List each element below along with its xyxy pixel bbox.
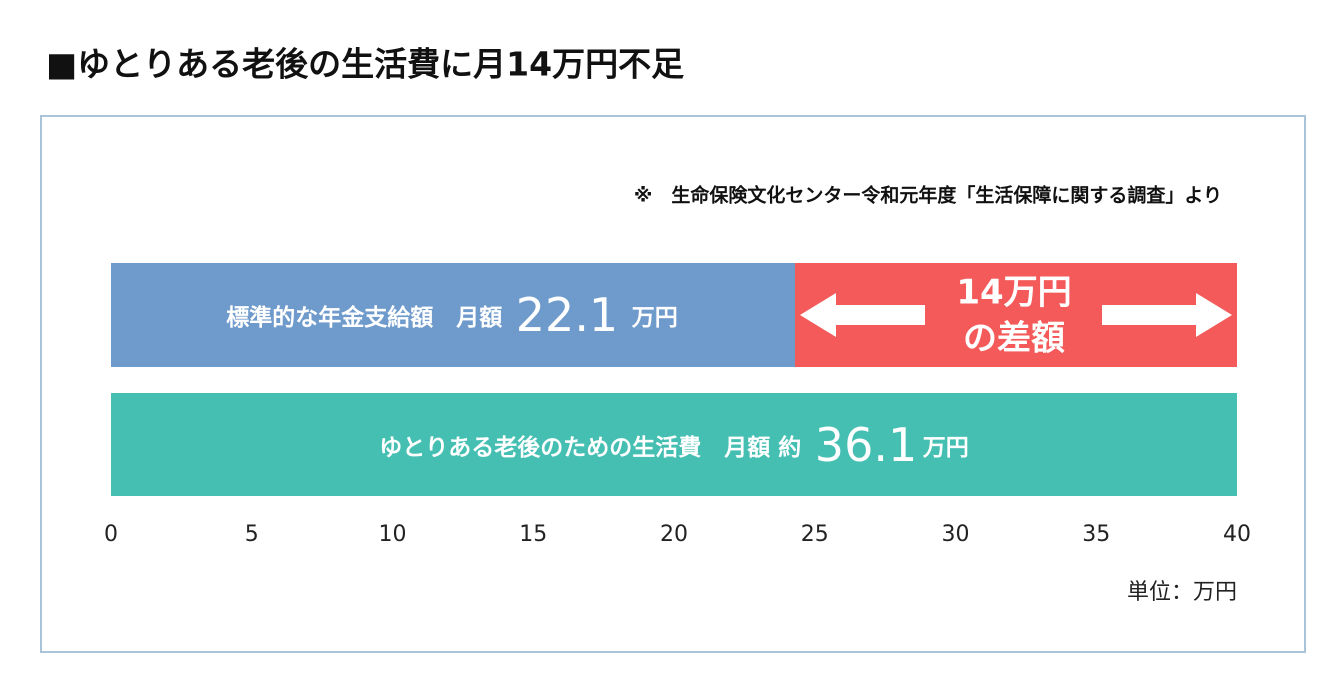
tick-label: 0 [104, 522, 118, 547]
gap-line2: の差額 [963, 319, 1065, 359]
tick-label: 20 [660, 522, 688, 547]
right-arrow [1102, 293, 1232, 337]
title: ■ゆとりある老後の生活費に月14万円不足 [46, 45, 684, 84]
living-label: ゆとりある老後のための生活費 月額 約 [379, 434, 801, 461]
living-value: 36.1 [815, 418, 917, 472]
pension-bar [111, 263, 795, 367]
left-arrow [800, 293, 925, 337]
tick-label: 15 [519, 522, 547, 547]
frame [40, 115, 1306, 653]
tick-label: 5 [245, 522, 259, 547]
axis-ticks: 0 5 10 15 20 25 30 35 40 [104, 522, 1251, 547]
tick-label: 30 [942, 522, 970, 547]
living-unit: 万円 [923, 435, 969, 461]
tick-label: 25 [801, 522, 829, 547]
tick-label: 10 [379, 522, 407, 547]
gap-line1: 14万円 [956, 273, 1071, 313]
pension-text: 標準的な年金支給額 月額 22.1 万円 [226, 288, 678, 342]
pension-value: 22.1 [516, 288, 618, 342]
living-text: ゆとりある老後のための生活費 月額 約 36.1 万円 [379, 418, 969, 472]
pension-unit: 万円 [632, 305, 678, 331]
living-cost-bar [111, 393, 1237, 496]
unit-label: 単位：万円 [1127, 580, 1237, 605]
tick-label: 35 [1082, 522, 1110, 547]
tick-label: 40 [1223, 522, 1251, 547]
source-note: ※ 生命保険文化センター令和元年度「生活保障に関する調査」より [634, 184, 1222, 207]
pension-label: 標準的な年金支給額 月額 [226, 304, 502, 331]
